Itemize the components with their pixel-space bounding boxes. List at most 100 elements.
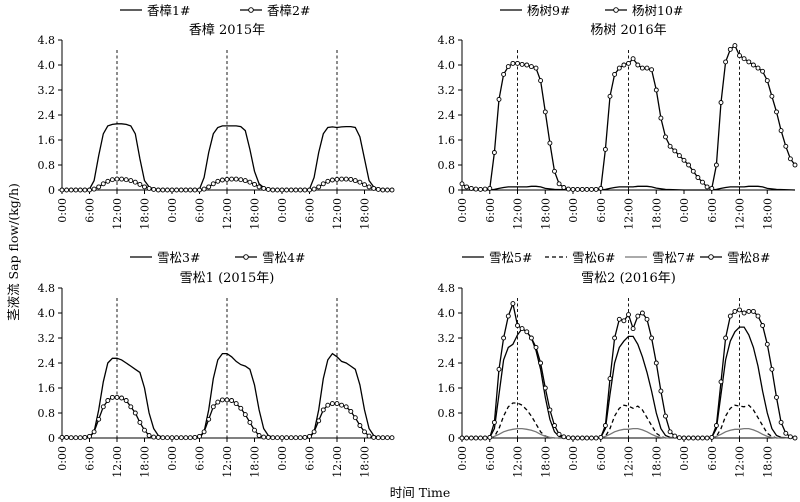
series-point bbox=[459, 435, 465, 441]
series-point bbox=[357, 423, 363, 428]
x-tick-label: 12:00 bbox=[734, 446, 747, 478]
series-point bbox=[215, 399, 221, 405]
y-tick-label: 3.2 bbox=[438, 84, 456, 97]
legend-label: 香樟1# bbox=[147, 3, 190, 18]
y-tick-label: 0 bbox=[48, 184, 55, 197]
series-point bbox=[783, 430, 789, 436]
series-point bbox=[73, 435, 79, 441]
series-point bbox=[792, 435, 798, 441]
series-point bbox=[496, 366, 502, 372]
series-point bbox=[109, 394, 115, 400]
series-point bbox=[270, 187, 276, 193]
series-point bbox=[616, 65, 622, 71]
series-point bbox=[672, 148, 678, 154]
series-point bbox=[160, 435, 166, 441]
series-point bbox=[464, 435, 470, 441]
series-point bbox=[132, 179, 138, 185]
series-point bbox=[760, 68, 766, 74]
y-tick-label: 3.2 bbox=[438, 332, 456, 345]
series-point bbox=[510, 60, 516, 66]
x-tick-label: 0:00 bbox=[456, 446, 469, 471]
series-point bbox=[238, 405, 244, 411]
series-point bbox=[524, 329, 530, 335]
series-point bbox=[288, 435, 294, 441]
series-point bbox=[704, 435, 710, 441]
series-point bbox=[750, 62, 756, 68]
series-point bbox=[320, 181, 326, 187]
y-tick-label: 4.0 bbox=[438, 59, 456, 72]
series-point bbox=[178, 435, 184, 441]
series-point bbox=[746, 308, 752, 314]
y-tick-label: 2.4 bbox=[438, 357, 456, 370]
y-tick-label: 4.0 bbox=[38, 307, 56, 320]
series-point bbox=[164, 435, 170, 441]
x-tick-label: 6:00 bbox=[84, 446, 97, 471]
series-point bbox=[160, 187, 166, 193]
series-point bbox=[713, 423, 719, 428]
series-point bbox=[224, 176, 230, 182]
x-tick-label: 18:00 bbox=[539, 446, 552, 478]
series-point bbox=[233, 401, 239, 407]
series-point bbox=[593, 435, 599, 441]
series-point bbox=[375, 435, 381, 441]
x-tick-label: 12:00 bbox=[331, 446, 344, 478]
series-point bbox=[760, 323, 766, 328]
series-point bbox=[579, 186, 585, 192]
series-point bbox=[621, 318, 627, 324]
series-point bbox=[519, 61, 525, 67]
series-point bbox=[279, 435, 285, 441]
series-point bbox=[501, 71, 507, 77]
series-point bbox=[270, 435, 276, 441]
series-point bbox=[256, 184, 262, 190]
legend-marker bbox=[243, 254, 249, 260]
y-tick-label: 1.6 bbox=[438, 382, 456, 395]
series-point bbox=[174, 187, 180, 193]
series-point bbox=[284, 435, 290, 441]
x-tick-label: 0:00 bbox=[56, 446, 69, 471]
x-tick-label: 6:00 bbox=[706, 198, 719, 223]
series-point bbox=[630, 56, 636, 62]
x-tick-label: 0:00 bbox=[166, 446, 179, 471]
series-point bbox=[334, 176, 340, 182]
series-point bbox=[77, 435, 83, 441]
series-line bbox=[462, 402, 795, 439]
series-point bbox=[727, 46, 733, 52]
series-point bbox=[723, 335, 729, 341]
series-point bbox=[169, 435, 175, 441]
series-point bbox=[366, 433, 372, 439]
series-point bbox=[741, 310, 747, 316]
series-point bbox=[375, 186, 381, 192]
series-line bbox=[62, 352, 392, 439]
y-tick-label: 4.0 bbox=[38, 59, 56, 72]
panel-1: 0 0.8 1.6 2.4 3.2 4.0 4.8 0:00 6:00 12:00 18:00 0:0… bbox=[38, 3, 395, 230]
series-point bbox=[658, 115, 664, 121]
series-point bbox=[598, 185, 604, 191]
series-point bbox=[389, 187, 395, 193]
series-point bbox=[542, 109, 548, 115]
panel-title: 雪松2 (2016年) bbox=[581, 271, 676, 286]
series-point bbox=[575, 435, 581, 441]
x-tick-label: 12:00 bbox=[111, 198, 124, 230]
series-point bbox=[242, 178, 248, 184]
x-tick-label: 12:00 bbox=[512, 198, 525, 230]
series-point bbox=[384, 187, 390, 193]
y-tick-label: 4.8 bbox=[38, 34, 56, 47]
x-tick-label: 0:00 bbox=[166, 198, 179, 223]
series-point bbox=[293, 187, 299, 193]
series-point bbox=[87, 433, 92, 439]
series-point bbox=[774, 109, 779, 115]
series-point bbox=[187, 187, 193, 193]
series-point bbox=[459, 181, 465, 187]
x-tick-label: 18:00 bbox=[359, 446, 372, 478]
x-tick-label: 18:00 bbox=[650, 198, 663, 230]
series-point bbox=[73, 187, 79, 193]
x-tick-label: 0:00 bbox=[56, 198, 69, 223]
y-tick-label: 0 bbox=[448, 184, 455, 197]
series-point bbox=[219, 397, 225, 403]
series-point bbox=[561, 185, 567, 190]
series-point bbox=[174, 435, 180, 441]
series-point bbox=[380, 187, 386, 193]
series-point bbox=[192, 187, 198, 193]
series-point bbox=[343, 176, 349, 182]
series-point bbox=[316, 418, 322, 424]
